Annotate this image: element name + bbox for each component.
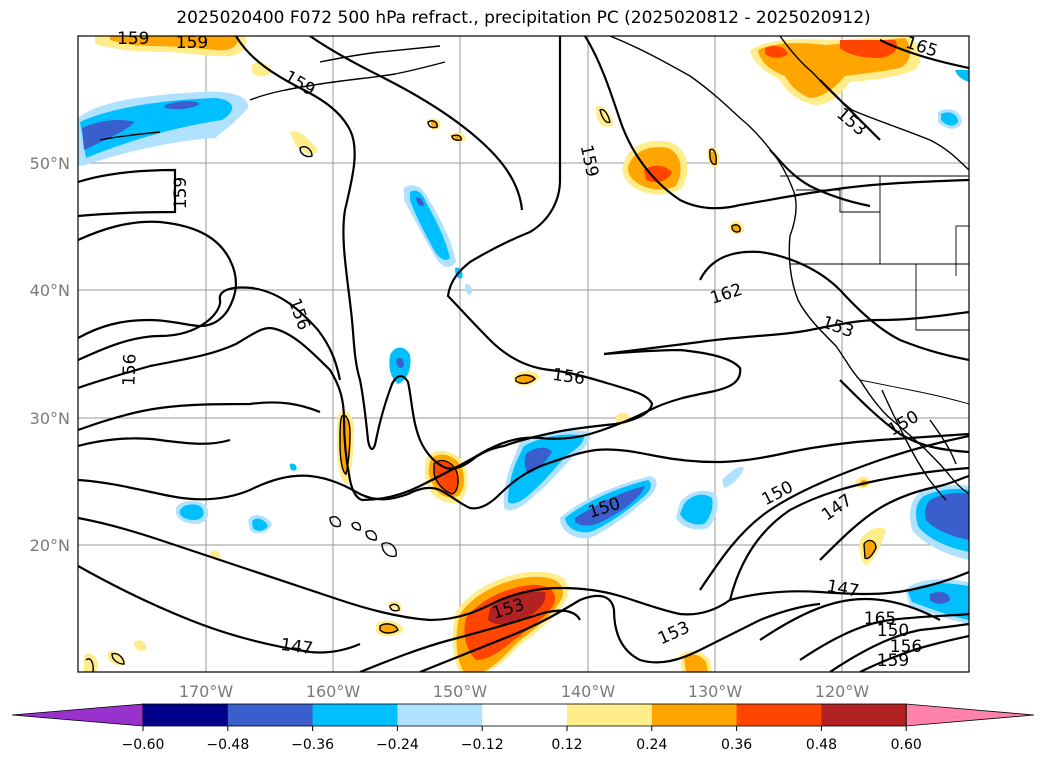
- colorbar-tick-label: 0.36: [721, 737, 752, 753]
- lat-label: 40°N: [30, 281, 70, 300]
- contour-label: 150: [877, 621, 909, 641]
- colorbar: −0.60 −0.48 −0.36 −0.24 −0.12 0.12 0.24 0.36 0.4…: [11, 703, 1035, 753]
- lon-label: 170°W: [179, 682, 234, 701]
- lon-label: 130°W: [688, 682, 743, 701]
- colorbar-tick-label: 0.12: [551, 737, 582, 753]
- precip-area: [680, 494, 713, 525]
- lat-label: 50°N: [30, 154, 70, 173]
- precip-area: [416, 197, 424, 207]
- precip-area: [722, 466, 744, 488]
- precip-area: [110, 36, 239, 51]
- precip-area: [941, 112, 958, 126]
- precip-area: [684, 654, 708, 672]
- colorbar-segment: [821, 704, 907, 726]
- lat-label: 30°N: [30, 409, 70, 428]
- lon-label: 160°W: [306, 682, 361, 701]
- precip-area: [80, 98, 233, 158]
- precip-area: [575, 486, 645, 526]
- refractivity-contours: [78, 36, 969, 672]
- precip-area: [179, 504, 204, 520]
- lon-label: 120°W: [815, 682, 870, 701]
- contour-label: 165: [864, 609, 896, 629]
- precip-area: [955, 70, 969, 82]
- contour-label: 147: [279, 635, 314, 659]
- precip-area: [290, 131, 318, 155]
- precip-area: [524, 447, 552, 474]
- colorbar-tick-label: −0.60: [122, 737, 165, 753]
- colorbar-tick-label: −0.24: [376, 737, 419, 753]
- colorbar-tick-label: −0.48: [206, 737, 249, 753]
- colorbar-segment: [651, 704, 738, 726]
- precip-area: [925, 492, 969, 540]
- colorbar-tick-label: 0.48: [806, 737, 837, 753]
- contour-label: 159: [176, 33, 208, 53]
- colorbar-frame: [142, 703, 907, 727]
- colorbar-tick-label: −0.12: [461, 737, 504, 753]
- colorbar-extend-high: [905, 703, 1035, 727]
- contour-label: 156: [119, 353, 140, 386]
- colorbar-extend-low: [11, 703, 144, 727]
- longitude-labels: 170°W 160°W 150°W 140°W 130°W 120°W: [179, 682, 870, 701]
- precip-area: [644, 165, 672, 182]
- map-background: [78, 36, 969, 672]
- latitude-labels: 50°N 40°N 30°N 20°N: [30, 154, 70, 555]
- lat-label: 20°N: [30, 536, 70, 555]
- colorbar-segment: [227, 704, 314, 726]
- precip-area: [733, 224, 741, 232]
- precip-area: [252, 518, 268, 531]
- contour-label: 159: [171, 177, 191, 209]
- precip-area: [396, 358, 404, 368]
- precip-area: [840, 40, 897, 58]
- colorbar-tick-label: 0.60: [891, 737, 922, 753]
- colorbar-segment: [312, 704, 398, 726]
- precip-area: [252, 62, 272, 77]
- colorbar-tick-label: 0.24: [636, 737, 667, 753]
- precip-area: [765, 46, 788, 58]
- contour-label: 156: [551, 365, 586, 389]
- precip-area: [289, 463, 297, 471]
- precip-area: [410, 190, 450, 260]
- colorbar-segment: [736, 704, 822, 726]
- map-frame: [77, 35, 970, 673]
- precip-area: [508, 434, 584, 504]
- precip-area: [465, 284, 473, 295]
- precip-area: [165, 101, 200, 110]
- colorbar-tick-label: −0.36: [291, 737, 334, 753]
- precip-area: [488, 591, 546, 625]
- colorbar-segment: [143, 704, 229, 726]
- chart-title: 2025020400 F072 500 hPa refract., precip…: [176, 8, 871, 28]
- colorbar-segment: [482, 704, 568, 726]
- colorbar-segment: [567, 704, 653, 726]
- precip-area: [930, 592, 950, 604]
- precip-area: [82, 120, 135, 150]
- coastlines: [85, 36, 969, 672]
- contour-label: 159: [117, 29, 149, 49]
- map-content: [78, 36, 969, 672]
- precip-area: [864, 540, 876, 559]
- precip-area: [134, 640, 147, 651]
- precip-area: [380, 623, 398, 633]
- contour-label: 159: [877, 651, 909, 671]
- lon-label: 140°W: [561, 682, 616, 701]
- contour-label: 156: [890, 637, 922, 657]
- lon-label: 150°W: [433, 682, 488, 701]
- colorbar-segment: [397, 704, 483, 726]
